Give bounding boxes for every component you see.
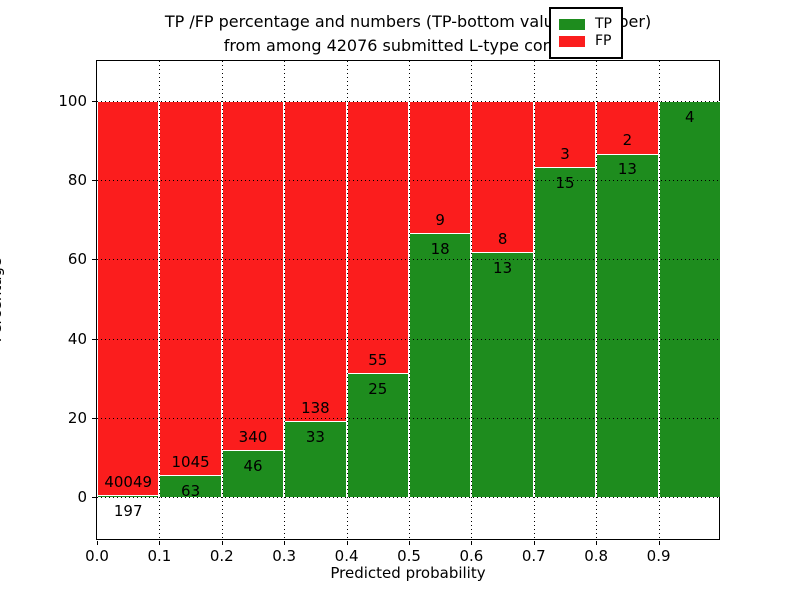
bar-tp-segment [284,420,347,498]
y-tick-label: 0 [77,488,87,507]
tp-count-label: 15 [555,173,575,192]
y-axis-label: Percentage [0,257,5,343]
fp-count-label: 340 [238,427,268,446]
x-tick-label: 0.3 [272,547,297,565]
bar-fp-segment [159,100,222,475]
plot-area: 40049 197 1045 63 340 46 138 33 55 25 9 18 8 13 3 15 2 13… [58,60,721,565]
gridline-x-0.5 [409,61,410,539]
gridline-x-0.9 [658,61,660,539]
fp-count-label: 138 [301,398,330,417]
gridline-x-0.6 [471,61,473,539]
x-axis-label: Predicted probability [330,564,486,582]
x-tick-label: 0.2 [209,547,234,565]
bar-fp-segment [471,100,534,252]
y-tick-label: 100 [58,91,87,110]
bar-fp-segment [221,100,285,451]
bar-fp-segment [596,100,659,154]
gridline-y-100 [97,100,719,102]
tp-count-label: 197 [113,502,143,521]
x-tick-label: 0.0 [85,547,109,565]
y-tick [92,180,96,181]
fp-count-label: 1045 [171,452,210,471]
chart-title-line2: from among 42076 submitted L-type contac… [223,36,593,55]
tp-count-label: 13 [617,160,637,179]
bar-tp-segment [221,450,285,498]
gridline-x-0.7 [533,61,535,539]
legend-label-tp: TP [595,16,612,32]
legend-item-tp: TP [559,17,612,31]
x-tick-label: 0.9 [646,547,671,565]
bar-tp-segment [658,100,721,498]
x-tick [159,541,161,545]
y-tick-label: 40 [67,329,87,348]
fp-count-label: 3 [560,144,570,163]
tp-count-label: 25 [368,380,388,399]
legend: TP FP [549,7,623,59]
y-tick [92,497,96,499]
gridline-y-60 [97,259,719,261]
tp-count-label: 18 [430,239,450,258]
x-tick [596,541,598,545]
tp-count-label: 46 [243,456,263,475]
legend-label-fp: FP [595,33,612,49]
tp-count-label: 63 [181,481,201,500]
bar-tp-segment [471,251,534,498]
x-tick [346,541,348,545]
gridline-y-40 [97,338,719,340]
chart-title-line1: TP /FP percentage and numbers (TP-bottom… [164,12,652,31]
fp-count-label: 8 [497,229,508,248]
tp-count-label: 13 [493,258,513,277]
x-tick-label: 0.7 [521,547,546,565]
x-tick-label: 0.1 [147,547,172,565]
bar-fp-segment [533,100,597,167]
fp-swatch-icon [559,35,585,47]
fp-count-label: 40049 [104,473,153,492]
x-tick-label: 0.5 [397,547,421,565]
y-tick [92,100,96,102]
y-tick-label: 60 [67,250,87,269]
y-tick [92,259,96,261]
x-tick [533,541,535,545]
chart-title: TP /FP percentage and numbers (TP-bottom… [96,10,720,58]
x-tick-label: 0.4 [334,547,359,565]
bar-fp-segment [346,100,409,374]
x-tick [221,541,223,545]
x-tick-label: 0.6 [459,547,484,565]
gridline-y-20 [97,418,719,420]
gridline-x-0.2 [221,61,223,539]
x-tick [471,541,473,545]
gridline-x-0.3 [284,61,286,539]
fp-count-label: 9 [435,210,445,229]
y-tick-label: 20 [67,409,87,428]
gridline-x-0.1 [159,61,161,539]
gridline-x-0.4 [346,61,348,539]
bar-fp-segment [97,100,160,496]
bar-fp-segment [284,100,347,421]
bar-tp-segment [596,153,659,498]
y-tick [92,418,96,420]
x-tick-label: 0.8 [584,547,609,565]
y-tick-label: 80 [67,171,87,189]
legend-item-fp: FP [559,34,612,48]
x-tick [284,541,286,545]
gridline-x-0.8 [596,61,598,539]
x-tick [658,541,660,545]
x-tick [97,541,98,545]
tp-count-label: 4 [685,107,695,126]
gridline-y-0 [97,497,719,499]
fp-count-label: 55 [368,351,388,370]
bar-tp-segment [97,495,160,498]
y-tick [92,338,96,340]
tp-count-label: 33 [305,427,325,446]
bar-tp-segment [409,232,472,498]
x-tick [409,541,410,545]
gridline-y-80 [97,180,719,181]
tp-swatch-icon [559,18,585,30]
fp-count-label: 2 [622,131,633,150]
bar-tp-segment [533,166,597,498]
